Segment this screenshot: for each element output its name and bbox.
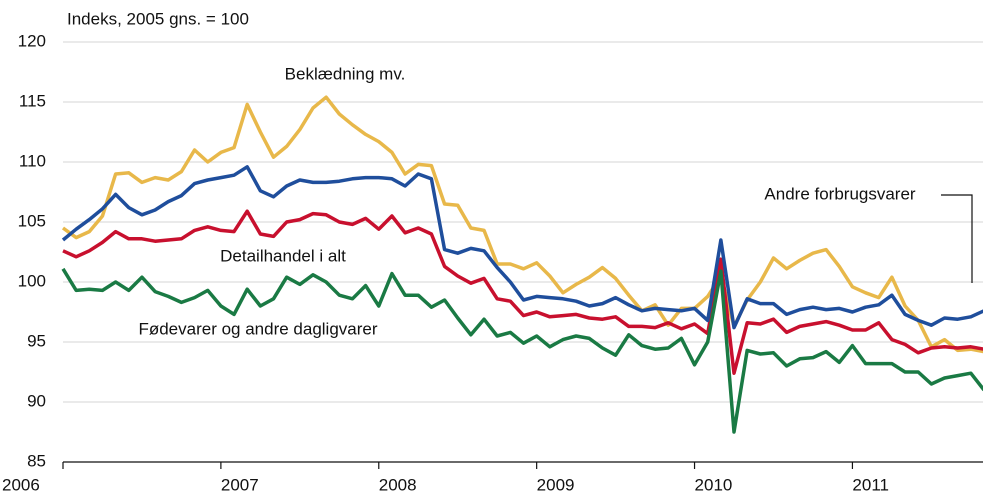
series-line	[61, 165, 983, 330]
y-tick-label: 100	[18, 271, 46, 290]
y-tick-label: 105	[18, 211, 46, 230]
plot: 85 90 95 100 105 110 115 120 2006 2007 2008 2009 201…	[2, 31, 983, 494]
y-tick-label: 85	[27, 451, 46, 470]
series-label: Beklædning mv.	[285, 64, 406, 83]
y-tick-label: 95	[27, 331, 46, 350]
series-line	[61, 267, 983, 434]
series-line	[62, 209, 983, 375]
x-tick-label: 2006	[2, 475, 40, 494]
series-label: Fødevarer og andre dagligvarer	[138, 319, 377, 338]
leader-line	[941, 194, 973, 283]
x-tick-label: 2009	[537, 475, 575, 494]
y-axis-label: Indeks, 2005 gns. = 100	[67, 9, 249, 28]
x-tick-label: 2011	[852, 475, 889, 494]
x-tick-label: 2007	[221, 475, 259, 494]
series-line	[61, 95, 983, 354]
y-tick-label: 90	[27, 391, 46, 410]
y-tick-label: 110	[19, 151, 46, 170]
y-tick-label: 115	[19, 91, 46, 110]
x-tick-label: 2010	[695, 475, 733, 494]
series-label: Andre forbrugsvarer	[764, 184, 916, 203]
y-tick-label: 120	[18, 31, 46, 50]
x-tick-label: 2008	[379, 475, 417, 494]
series-label: Detailhandel i alt	[220, 246, 346, 265]
